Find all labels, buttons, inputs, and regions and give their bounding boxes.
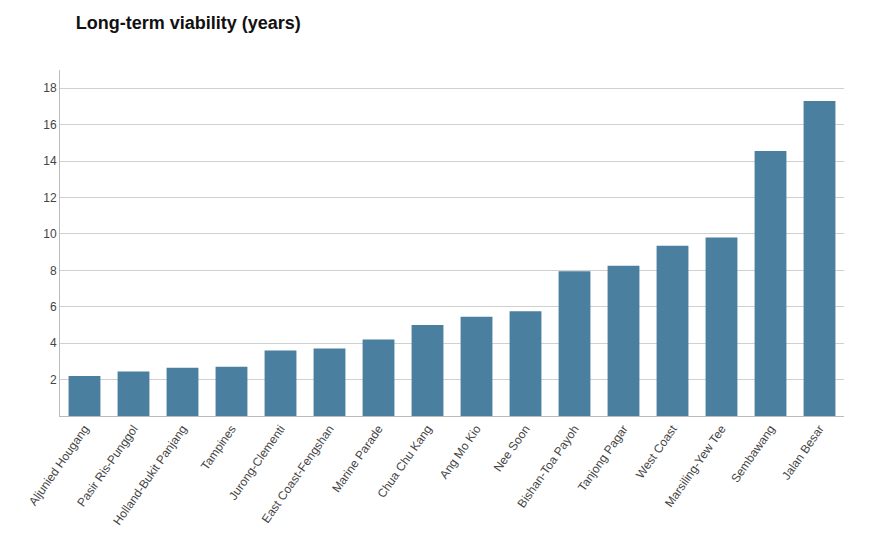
svg-text:4: 4 [50, 336, 57, 350]
svg-text:Long-term viability (years): Long-term viability (years) [76, 13, 301, 33]
svg-text:Sembawang: Sembawang [728, 423, 778, 486]
svg-text:Marsiling-Yew Tee: Marsiling-Yew Tee [662, 422, 729, 510]
svg-text:Jalan Besar: Jalan Besar [779, 423, 827, 483]
svg-text:Tampines: Tampines [198, 423, 239, 473]
svg-text:Ang Mo Kio: Ang Mo Kio [437, 422, 484, 481]
svg-text:2: 2 [50, 373, 57, 387]
svg-text:6: 6 [50, 300, 57, 314]
svg-text:Chua Chu Kang: Chua Chu Kang [374, 423, 434, 501]
svg-text:Jurong-Clementi: Jurong-Clementi [226, 423, 288, 503]
svg-text:10: 10 [43, 227, 57, 241]
svg-text:Nee Soon: Nee Soon [491, 423, 533, 475]
svg-text:Pasir Ris-Punggol: Pasir Ris-Punggol [74, 423, 141, 510]
svg-text:Holland-Bukit Panjang: Holland-Bukit Panjang [110, 423, 190, 528]
svg-text:12: 12 [43, 191, 57, 205]
svg-text:Tanjong Pagar: Tanjong Pagar [575, 423, 631, 494]
svg-text:16: 16 [43, 118, 57, 132]
svg-text:14: 14 [43, 154, 57, 168]
svg-text:8: 8 [50, 264, 57, 278]
svg-text:Aljunied Hougang: Aljunied Hougang [26, 423, 92, 509]
svg-text:18: 18 [43, 81, 57, 95]
svg-text:Bishan-Toa Payoh: Bishan-Toa Payoh [515, 423, 582, 511]
svg-text:West Coast: West Coast [633, 422, 680, 481]
svg-text:Marine Parade: Marine Parade [329, 422, 386, 495]
svg-text:East Coast-Fengshan: East Coast-Fengshan [259, 423, 337, 526]
